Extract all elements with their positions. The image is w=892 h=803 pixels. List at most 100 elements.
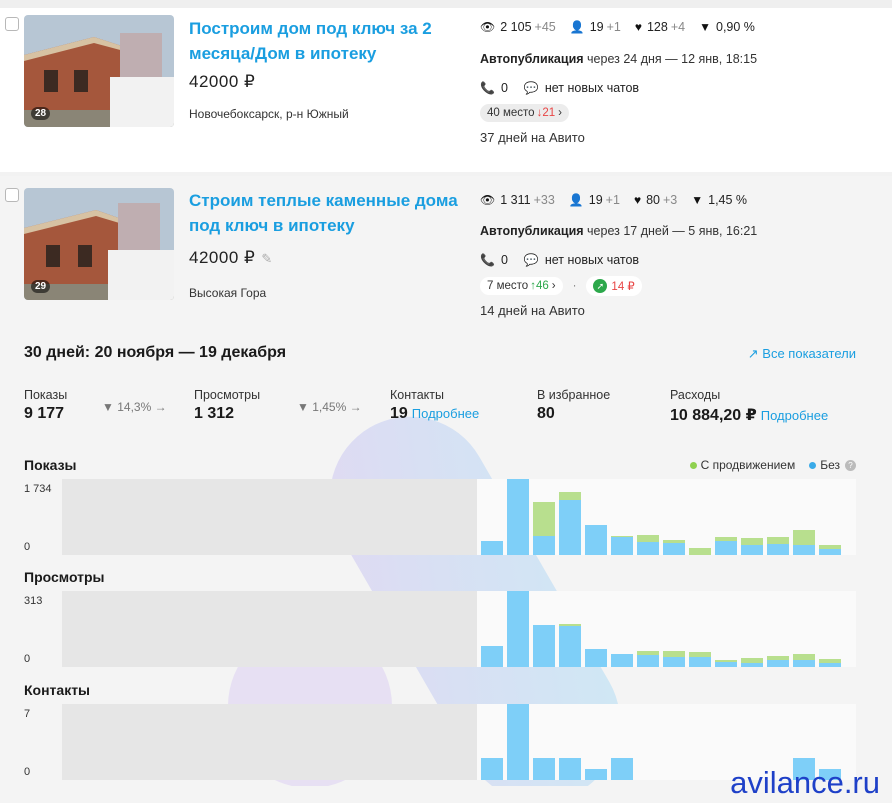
bar-promo[interactable] — [533, 502, 555, 536]
bar-base[interactable] — [585, 649, 607, 667]
bar-base[interactable] — [481, 541, 503, 555]
bar-base[interactable] — [637, 655, 659, 667]
y-min-label: 0 — [24, 766, 31, 778]
favorites-delta: +4 — [670, 20, 686, 34]
bar-base[interactable] — [767, 544, 789, 555]
bar-promo[interactable] — [819, 659, 841, 663]
plot-area — [62, 591, 856, 667]
bar-base[interactable] — [507, 704, 529, 780]
trend-icon: ↗ — [747, 346, 763, 361]
bar-base[interactable] — [819, 769, 841, 780]
conversion-value: 0,90 % — [716, 20, 755, 34]
funnel-icon: ▼ — [102, 400, 118, 414]
bar-promo[interactable] — [663, 540, 685, 543]
bar-promo[interactable] — [559, 492, 581, 500]
no-data-area — [62, 479, 477, 555]
promotion-pill[interactable]: ➚ 14 ₽ — [586, 276, 642, 296]
chats-item[interactable]: 💬 нет новых чатов — [524, 81, 639, 95]
autopublication-info: Автопубликация через 17 дней — 5 янв, 16… — [480, 224, 757, 238]
calls-item[interactable]: 📞 0 — [480, 253, 508, 267]
help-icon[interactable]: ? — [845, 459, 856, 471]
bar-promo[interactable] — [767, 656, 789, 660]
bar-promo[interactable] — [611, 536, 633, 537]
bar-base[interactable] — [585, 525, 607, 555]
listing-card-2[interactable]: 29 Строим теплые каменные дома под ключ … — [0, 176, 892, 803]
position-pill[interactable]: 40 место ↓21 › — [480, 104, 569, 122]
price-value: 42000 ₽ — [189, 248, 256, 267]
metric-value-row: 10 884,20 ₽ Подробнее — [670, 405, 828, 425]
bar-base[interactable] — [559, 626, 581, 667]
autopub-label: Автопубликация — [480, 224, 584, 238]
phone-icon: 📞 — [480, 253, 495, 267]
legend-label: С продвижением — [700, 458, 796, 472]
listing-card-1[interactable]: 28 Построим дом под ключ за 2 месяца/Дом… — [0, 0, 892, 172]
bar-base[interactable] — [819, 663, 841, 667]
bar-base[interactable] — [559, 758, 581, 780]
bar-promo[interactable] — [741, 658, 763, 663]
bar-base[interactable] — [741, 545, 763, 555]
bar-base[interactable] — [507, 591, 529, 667]
bar-promo[interactable] — [767, 537, 789, 544]
bar-promo[interactable] — [689, 548, 711, 555]
bar-base[interactable] — [585, 769, 607, 780]
calls-item[interactable]: 📞 0 — [480, 81, 508, 95]
bar-base[interactable] — [793, 545, 815, 555]
bar-base[interactable] — [559, 500, 581, 555]
metric-favorites: В избранное 80 — [537, 388, 610, 423]
legend-dot-base — [809, 461, 817, 469]
bar-promo[interactable] — [715, 660, 737, 662]
conversion-value: 1,45% — [312, 400, 347, 414]
position-text: 40 место — [487, 107, 535, 119]
bar-base[interactable] — [793, 660, 815, 667]
chart-views: 313 0 — [24, 591, 856, 667]
bar-base[interactable] — [663, 657, 685, 667]
bar-promo[interactable] — [715, 537, 737, 541]
bar-promo[interactable] — [637, 535, 659, 542]
bar-promo[interactable] — [663, 651, 685, 657]
expenses-details-link[interactable]: Подробнее — [760, 408, 829, 423]
contacts-details-link[interactable]: Подробнее — [411, 406, 480, 421]
bar-base[interactable] — [793, 758, 815, 780]
bar-base[interactable] — [663, 543, 685, 555]
bar-base[interactable] — [715, 541, 737, 555]
bar-base[interactable] — [611, 654, 633, 667]
metric-value-row: 19 Подробнее — [390, 405, 479, 423]
listing-photo[interactable]: 29 — [24, 188, 174, 300]
autopublication-info: Автопубликация через 24 дня — 12 янв, 18… — [480, 52, 757, 66]
listing-checkbox[interactable] — [5, 17, 19, 31]
bar-base[interactable] — [507, 479, 529, 555]
bar-base[interactable] — [533, 536, 555, 555]
favorites-stat: ♥ 128 +4 — [635, 20, 685, 34]
bar-promo[interactable] — [689, 652, 711, 657]
bar-base[interactable] — [611, 537, 633, 555]
bar-base[interactable] — [741, 663, 763, 667]
conversion-stat: ▼ 1,45 % — [691, 193, 747, 207]
position-pill[interactable]: 7 место ↑46 › — [480, 277, 563, 295]
bar-promo[interactable] — [793, 654, 815, 660]
bar-base[interactable] — [481, 646, 503, 667]
bar-base[interactable] — [481, 758, 503, 780]
chats-item[interactable]: 💬 нет новых чатов — [524, 253, 639, 267]
bar-promo[interactable] — [637, 651, 659, 655]
metric-label: Контакты — [390, 388, 444, 402]
listing-checkbox[interactable] — [5, 188, 19, 202]
chats-text: нет новых чатов — [544, 253, 640, 267]
listing-title[interactable]: Строим теплые каменные дома под ключ в и… — [189, 191, 458, 235]
metric-label: В избранное — [537, 388, 611, 402]
all-metrics-link[interactable]: ↗ Все показатели — [748, 346, 856, 362]
bar-promo[interactable] — [559, 624, 581, 626]
bar-base[interactable] — [819, 549, 841, 555]
bar-base[interactable] — [637, 542, 659, 555]
bar-base[interactable] — [533, 758, 555, 780]
listing-photo[interactable]: 28 — [24, 15, 174, 127]
bar-base[interactable] — [611, 758, 633, 780]
bar-promo[interactable] — [741, 538, 763, 545]
bar-promo[interactable] — [793, 530, 815, 545]
bar-base[interactable] — [715, 662, 737, 667]
bar-promo[interactable] — [819, 545, 841, 549]
bar-base[interactable] — [767, 660, 789, 667]
pencil-icon[interactable]: ✎ — [261, 251, 273, 266]
bar-base[interactable] — [533, 625, 555, 667]
listing-title[interactable]: Построим дом под ключ за 2 месяца/Дом в … — [189, 19, 432, 63]
bar-base[interactable] — [689, 657, 711, 667]
